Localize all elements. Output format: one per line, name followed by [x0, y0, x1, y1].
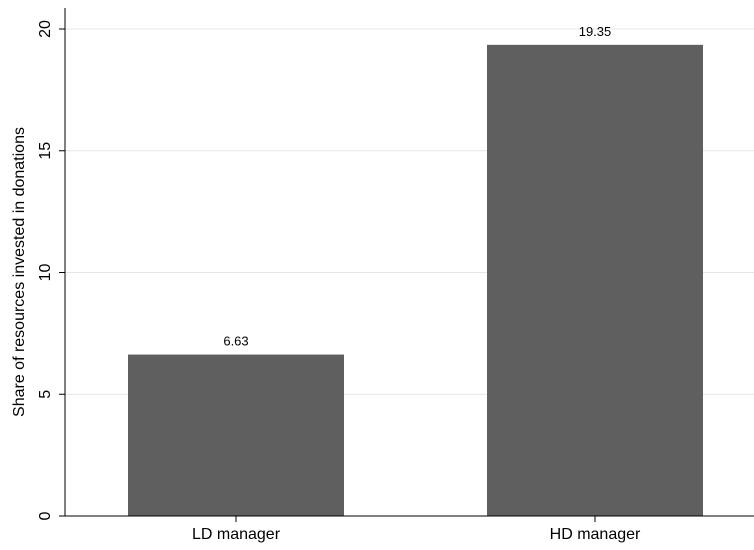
data-labels: 6.63 19.35 [223, 24, 611, 349]
data-label: 6.63 [223, 334, 248, 349]
y-tick-label: 15 [37, 142, 54, 160]
bar [487, 44, 703, 516]
y-tick-label: 10 [37, 264, 54, 282]
bars [128, 44, 703, 516]
axes [64, 8, 754, 517]
x-tick-label: LD manager [192, 526, 281, 543]
y-ticks: 0 5 10 15 20 [37, 20, 65, 520]
y-axis-title: Share of resources invested in donations [11, 127, 28, 417]
bar [128, 354, 344, 516]
x-tick-label: HD manager [550, 526, 641, 543]
y-tick-label: 5 [37, 390, 54, 399]
x-tick-labels: LD manager HD manager [192, 516, 641, 543]
y-tick-label: 20 [37, 20, 54, 38]
data-label: 19.35 [579, 24, 612, 39]
y-tick-label: 0 [37, 511, 54, 520]
